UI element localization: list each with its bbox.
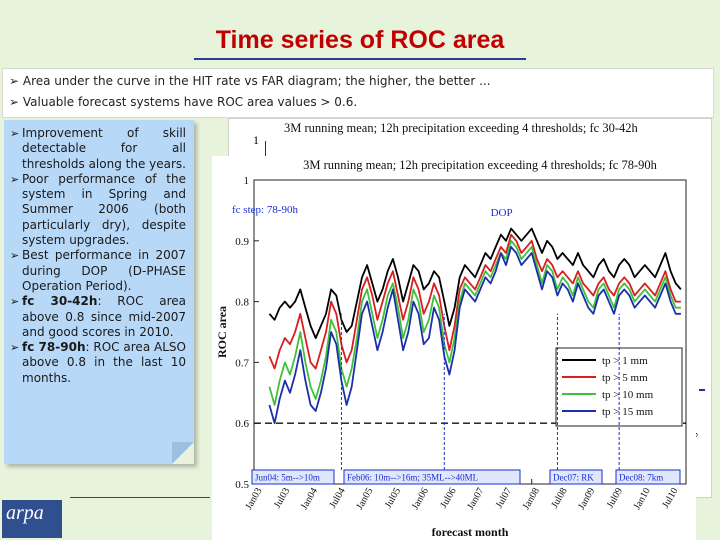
y-tick-label: 1 [244, 175, 250, 187]
intro-bullet-2: ➢ Valuable forecast systems have ROC are… [9, 95, 358, 109]
note-item-1-text: Improvement of skill detectable for all … [22, 126, 186, 171]
note-item-2-text: Poor performance of the system in Spring… [22, 171, 186, 248]
note-item-5-label: fc 78-90h [22, 340, 86, 355]
y-tick-label: 0.8 [235, 297, 249, 309]
annotation-fc-step: fc step: 78-90h [232, 204, 298, 216]
change-box-label-2: Feb06: 10m-->16m; 35ML-->40ML [347, 473, 478, 483]
legend-label-3: tp > 10 mm [602, 389, 654, 401]
note-item-4-label: fc 30-42h [22, 294, 98, 309]
y-tick-label: 0.7 [235, 357, 249, 369]
footer-line [70, 497, 210, 498]
chart-title: 3M running mean; 12h precipitation excee… [303, 158, 657, 172]
note-item-3-text: Best performance in 2007 during DOP (D-P… [22, 248, 186, 293]
intro-bullet-1-text: Area under the curve in the HIT rate vs … [22, 74, 491, 88]
background-chart-edge-mark [699, 389, 705, 391]
y-tick-label: 0.6 [235, 418, 249, 430]
title-underline [194, 58, 526, 60]
note-item-4: fc 30-42h: ROC area above 0.8 since mid-… [10, 294, 186, 340]
note-item-3: Best performance in 2007 during DOP (D-P… [10, 248, 186, 294]
change-box-label-3: Dec07: RK [553, 473, 594, 483]
slide-title: Time series of ROC area [215, 26, 505, 54]
change-box-1 [251, 469, 335, 485]
y-tick-label: 0.5 [235, 479, 249, 491]
x-axis-label: forecast month [432, 525, 509, 539]
background-chart-title: 3M running mean; 12h precipitation excee… [284, 121, 638, 135]
legend-label-4: tp > 15 mm [602, 406, 654, 418]
y-axis-label: ROC area [215, 306, 229, 358]
change-box-label-4: Dec08: 7km [619, 473, 663, 483]
change-box-4 [615, 469, 681, 485]
series-line-1 [268, 227, 682, 340]
series-line-4 [268, 246, 681, 425]
change-box-label-1: Jun04: 5m-->10m [255, 473, 320, 483]
legend-label-2: tp > 5 mm [602, 372, 648, 384]
arpa-logo: arpa [2, 500, 62, 538]
background-chart-ytick-1: 1 [253, 133, 259, 147]
note-item-5: fc 78-90h: ROC area ALSO above 0.8 in th… [10, 340, 186, 386]
intro-box: ➢ Area under the curve in the HIT rate v… [2, 68, 714, 118]
note-callout: Improvement of skill detectable for all … [4, 120, 194, 464]
arpa-logo-text: arpa [6, 502, 44, 524]
change-box-3 [549, 469, 603, 485]
note-item-5-text: : ROC area ALSO above 0.8 in the last 10… [22, 340, 186, 385]
note-item-1: Improvement of skill detectable for all … [10, 126, 186, 172]
note-item-2: Poor performance of the system in Spring… [10, 172, 186, 248]
annotation-dop: DOP [491, 207, 513, 219]
legend-label-1: tp > 1 mm [602, 355, 648, 367]
roc-area-chart: 3M running mean; 12h precipitation excee… [212, 156, 696, 540]
change-box-2 [343, 469, 521, 485]
note-item-4-text: : ROC area above 0.8 since mid-2007 and … [22, 294, 187, 339]
y-tick-label: 0.9 [235, 236, 249, 248]
intro-bullet-1: ➢ Area under the curve in the HIT rate v… [9, 74, 491, 88]
series-line-3 [268, 239, 681, 406]
intro-bullet-2-text: Valuable forecast systems have ROC area … [22, 95, 358, 109]
series-line-2 [268, 233, 681, 370]
